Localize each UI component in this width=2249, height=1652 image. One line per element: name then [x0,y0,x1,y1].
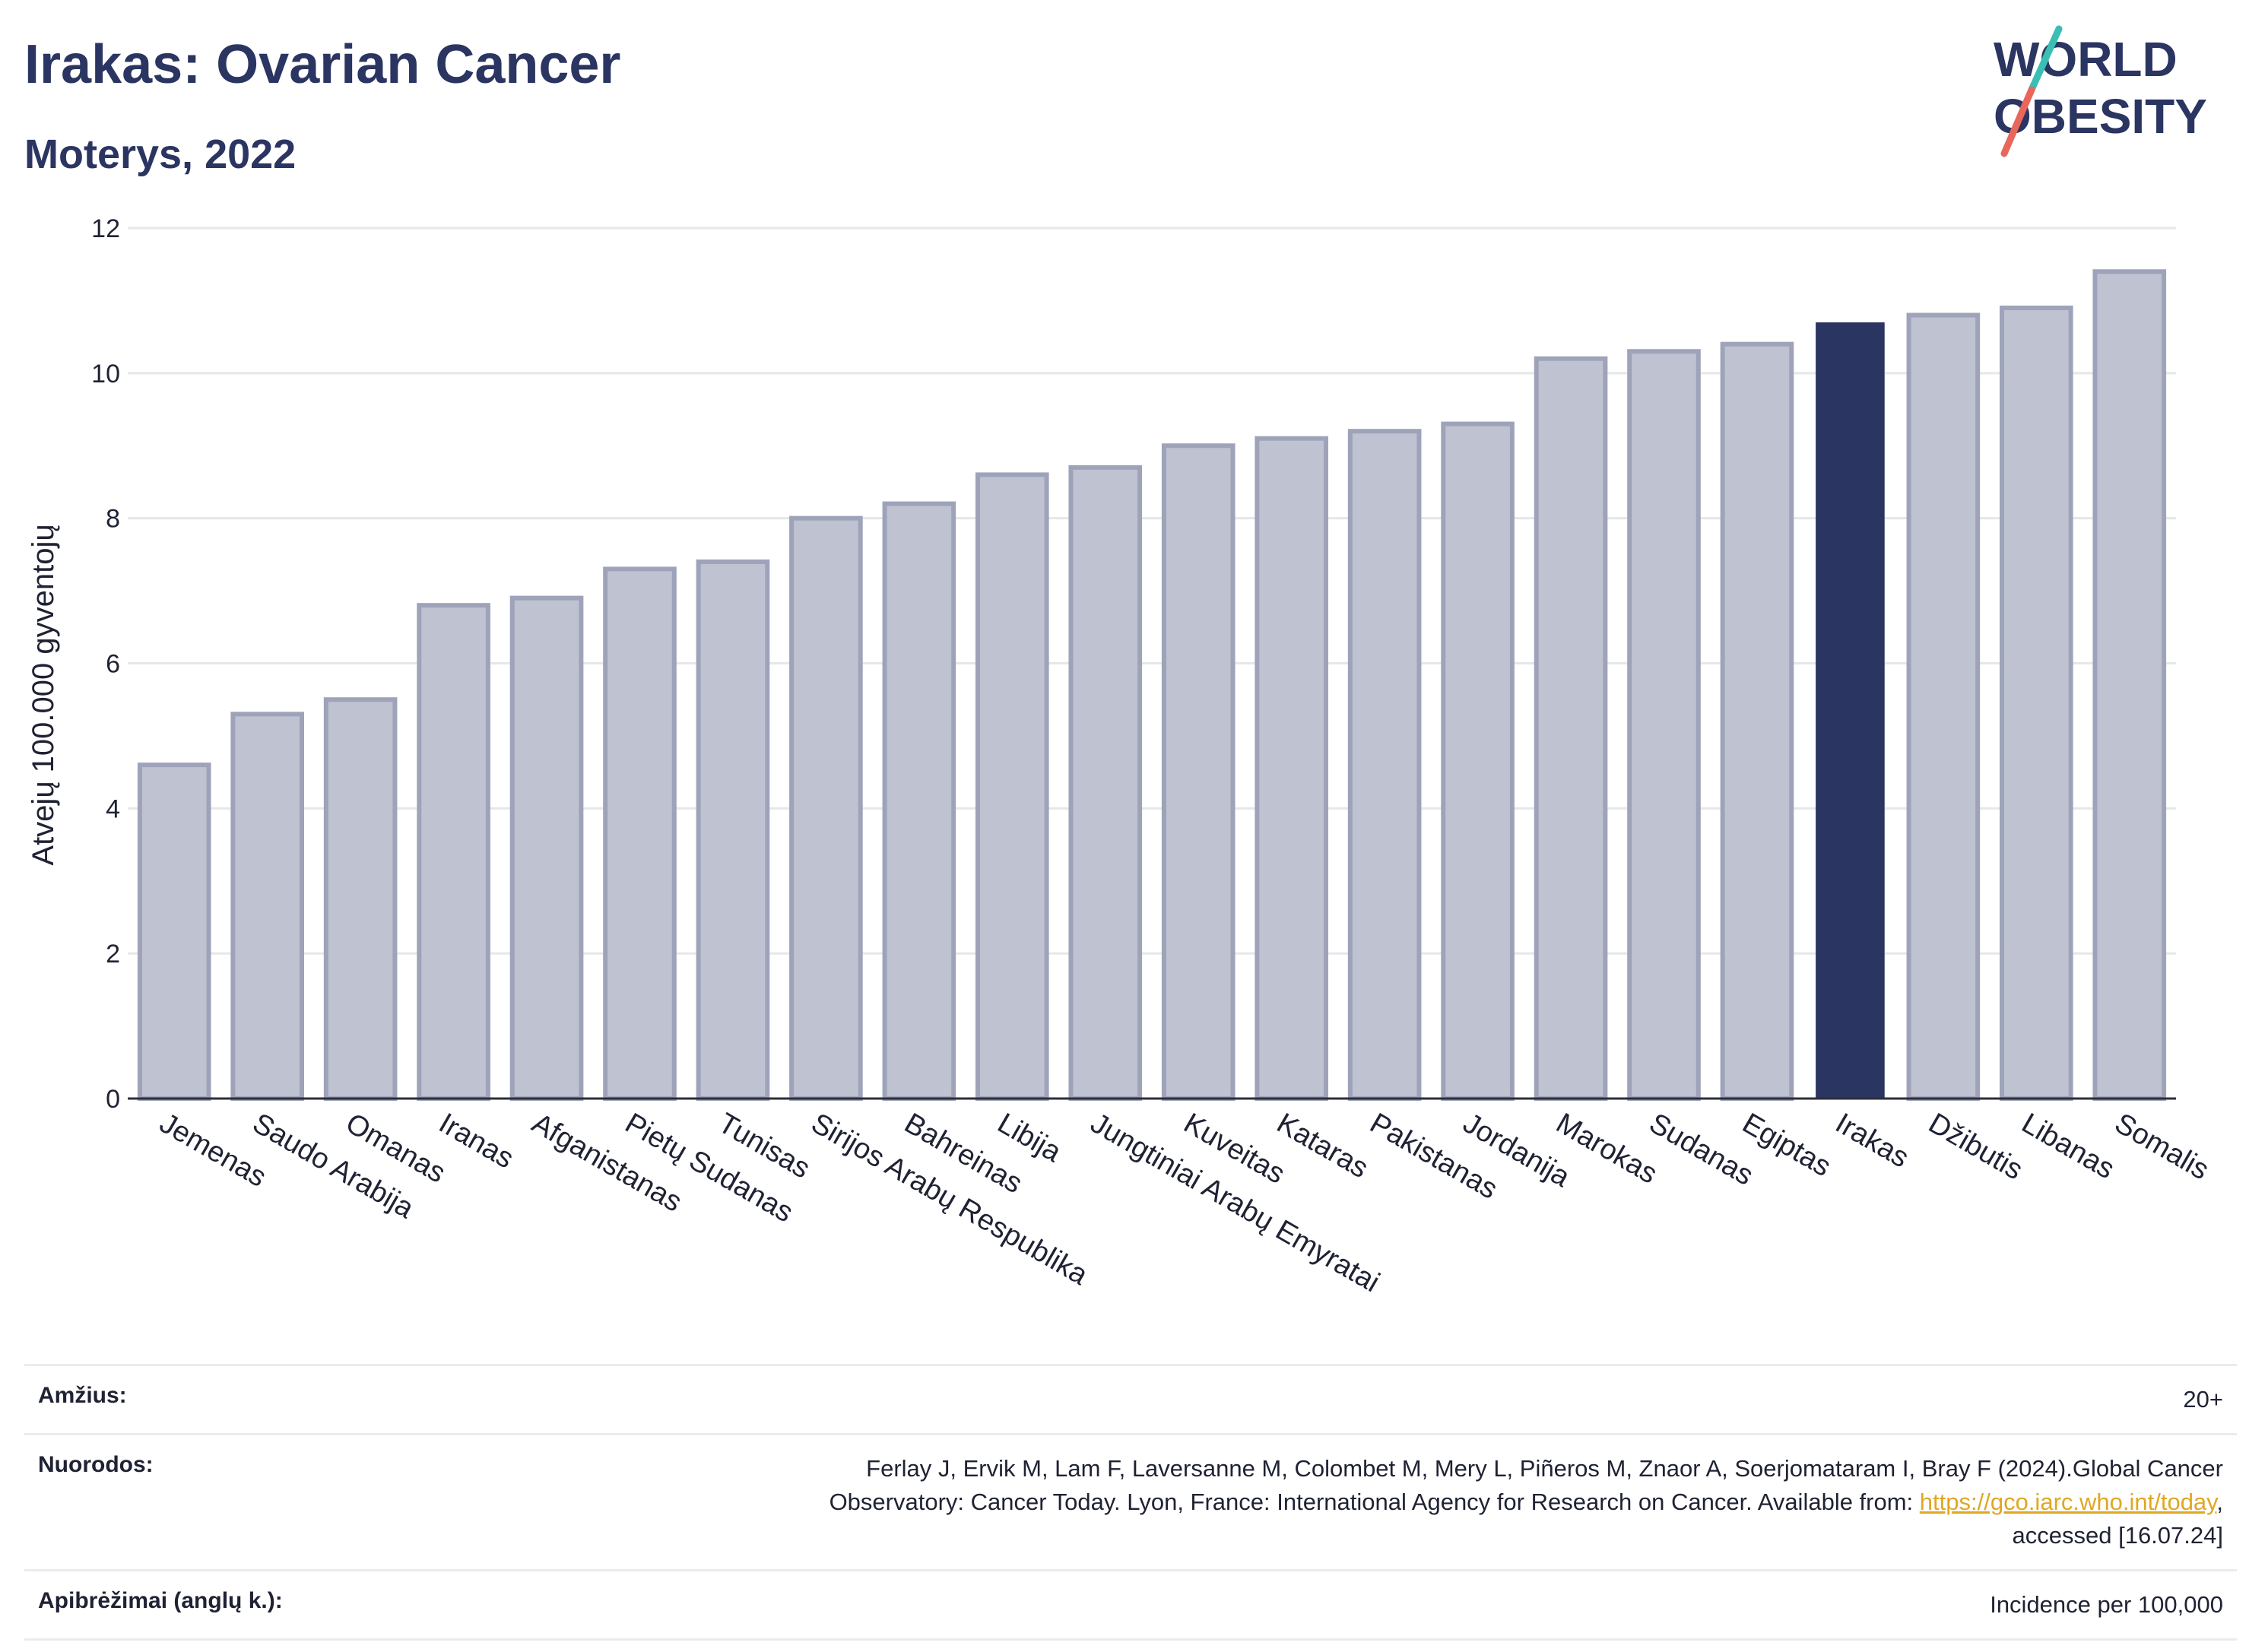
y-tick-label: 2 [106,940,120,969]
bar-iranas[interactable] [417,603,490,1101]
references-value: Ferlay J, Ervik M, Lam F, Laversanne M, … [829,1452,2223,1552]
y-tick-label: 12 [91,214,120,243]
y-axis-label: Atvejų 100.000 gyventojų [27,524,60,865]
bar-saudo-arabija[interactable] [230,712,304,1102]
meta-row-definitions: Apibrėžimai (anglų k.): Incidence per 10… [24,1569,2237,1641]
y-tick-label: 6 [106,650,120,679]
y-tick-label: 4 [106,794,120,823]
bar-somalis[interactable] [2092,269,2167,1101]
meta-row-age: Amžius: 20+ [24,1364,2237,1433]
logo-red-stroke [2000,86,2035,157]
definitions-value: Incidence per 100,000 [1990,1591,2223,1618]
references-text-2: Observatory: Cancer Today. Lyon, France:… [829,1489,1920,1515]
logo-line1: WORLD [1994,32,2178,87]
x-tick-label: Kataras [1271,1107,1373,1184]
y-tick-label: 0 [106,1085,120,1114]
bar-jemenas[interactable] [137,763,211,1101]
bar-jordanija[interactable] [1441,421,1515,1101]
x-tick-label: Somalis [2109,1107,2214,1186]
bar-sudanas[interactable] [1627,349,1701,1102]
page-subtitle: Moterys, 2022 [24,132,297,177]
x-tick-label: Džibutis [1923,1107,2028,1186]
bar-bahreinas[interactable] [882,501,956,1102]
bar-afganistanas[interactable] [509,595,584,1101]
page-title: Irakas: Ovarian Cancer [24,34,621,95]
bar-kuveitas[interactable] [1161,443,1236,1101]
x-tick-label: Irakas [1830,1107,1914,1174]
bar-egiptas[interactable] [1720,341,1794,1101]
bar-džibutis[interactable] [1906,312,1981,1101]
bars [137,269,2167,1102]
meta-row-references: Nuorodos: Ferlay J, Ervik M, Lam F, Lave… [24,1433,2237,1569]
references-text-4: accessed [16.07.24] [2012,1522,2223,1549]
bar-marokas[interactable] [1534,356,1608,1101]
bar-omanas[interactable] [323,697,398,1101]
bar-tunisas[interactable] [696,559,770,1101]
x-tick-label: Saudo Arabija [247,1107,420,1225]
bar-kataras[interactable] [1255,436,1328,1102]
age-label: Amžius: [38,1383,127,1408]
bar-jungtiniai-arabų-emyratai[interactable] [1068,465,1143,1101]
x-tick-label: Sudanas [1644,1107,1759,1191]
references-link[interactable]: https://gco.iarc.who.int/today [1919,1489,2217,1515]
logo-teal-stroke [2028,25,2063,94]
y-tick-label: 8 [106,505,120,534]
references-text-3: , [2216,1489,2223,1515]
bar-pietų-sudanas[interactable] [603,566,677,1102]
x-tick-label: Libanas [2016,1107,2120,1185]
references-text-1: Ferlay J, Ervik M, Lam F, Laversanne M, … [866,1455,2223,1482]
bar-libija[interactable] [975,472,1049,1101]
references-label: Nuorodos: [38,1452,154,1477]
bar-libanas[interactable] [2000,305,2073,1101]
bar-sirijos-arabų-respublika[interactable] [789,515,863,1101]
bar-pakistanas[interactable] [1347,429,1422,1101]
x-tick-label: Jemenas [154,1107,272,1193]
y-tick-label: 10 [91,360,120,388]
bar-irakas[interactable] [1816,322,1885,1099]
age-value: 20+ [2183,1386,2223,1413]
world-obesity-logo: WORLD OBESITY [1994,25,2207,157]
metadata-table: Amžius: 20+ Nuorodos: Ferlay J, Ervik M,… [24,1364,2237,1641]
definitions-label: Apibrėžimai (anglų k.): [38,1588,283,1613]
